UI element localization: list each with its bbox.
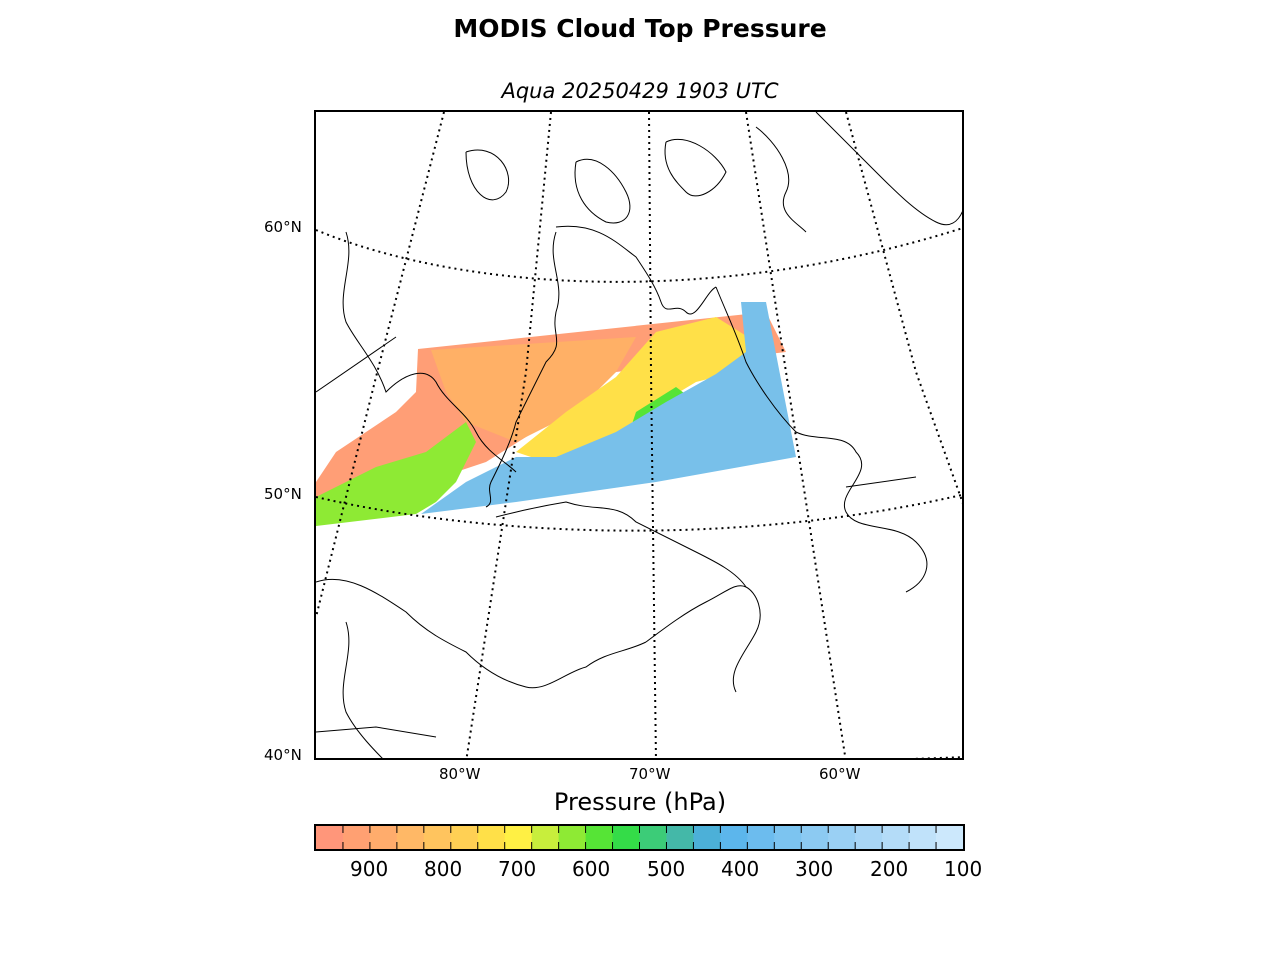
colorbar-tick-800: 800 bbox=[424, 857, 463, 881]
colorbar-swatch bbox=[855, 826, 883, 849]
colorbar-tick-300: 300 bbox=[795, 857, 834, 881]
colorbar-swatch bbox=[369, 826, 398, 849]
colorbar-swatches bbox=[316, 826, 963, 849]
colorbar-swatch bbox=[612, 826, 640, 849]
lon-label-60w: 60°W bbox=[819, 765, 861, 783]
lat-label-60n: 60°N bbox=[264, 218, 302, 236]
colorbar-swatch bbox=[747, 826, 775, 849]
map-panel bbox=[314, 110, 964, 760]
swath-mid-low-cloud bbox=[431, 337, 636, 442]
colorbar-swatch bbox=[693, 826, 721, 849]
colorbar-swatch bbox=[909, 826, 937, 849]
colorbar-swatch bbox=[936, 826, 963, 849]
colorbar-swatch bbox=[531, 826, 560, 849]
borders bbox=[316, 336, 917, 738]
colorbar-swatch bbox=[666, 826, 694, 849]
lon-label-80w: 80°W bbox=[439, 765, 481, 783]
coastlines bbox=[316, 112, 962, 758]
colorbar-swatch bbox=[639, 826, 667, 849]
colorbar-tick-700: 700 bbox=[498, 857, 537, 881]
colorbar-swatch bbox=[316, 826, 344, 849]
colorbar-swatch bbox=[882, 826, 910, 849]
colorbar-tick-100: 100 bbox=[944, 857, 983, 881]
colorbar-swatch bbox=[558, 826, 587, 849]
colorbar-tick-600: 600 bbox=[572, 857, 611, 881]
colorbar-swatch bbox=[423, 826, 452, 849]
colorbar bbox=[314, 824, 965, 851]
colorbar-swatch bbox=[450, 826, 479, 849]
cloud-swath bbox=[316, 302, 796, 526]
map-canvas bbox=[316, 112, 962, 758]
colorbar-tick-200: 200 bbox=[870, 857, 909, 881]
colorbar-swatch bbox=[774, 826, 802, 849]
swath-mid-high-cloud bbox=[316, 422, 476, 526]
colorbar-label: Pressure (hPa) bbox=[553, 788, 727, 816]
lon-label-70w: 70°W bbox=[629, 765, 671, 783]
colorbar-swatch bbox=[504, 826, 533, 849]
lat-label-50n: 50°N bbox=[264, 485, 302, 503]
colorbar-tick-400: 400 bbox=[721, 857, 760, 881]
graticule bbox=[316, 112, 962, 758]
colorbar-swatch bbox=[801, 826, 829, 849]
chart-title: MODIS Cloud Top Pressure bbox=[453, 14, 827, 43]
chart-subtitle: Aqua 20250429 1903 UTC bbox=[501, 79, 779, 103]
colorbar-swatch bbox=[828, 826, 856, 849]
colorbar-swatch bbox=[342, 826, 371, 849]
swath-mid-cloud bbox=[516, 317, 756, 462]
colorbar-swatch bbox=[585, 826, 614, 849]
swath-high-cloud bbox=[421, 302, 796, 514]
colorbar-tick-500: 500 bbox=[647, 857, 686, 881]
colorbar-swatch bbox=[720, 826, 748, 849]
colorbar-swatch bbox=[477, 826, 506, 849]
lat-label-40n: 40°N bbox=[264, 746, 302, 764]
colorbar-tick-900: 900 bbox=[350, 857, 389, 881]
colorbar-swatch bbox=[396, 826, 425, 849]
